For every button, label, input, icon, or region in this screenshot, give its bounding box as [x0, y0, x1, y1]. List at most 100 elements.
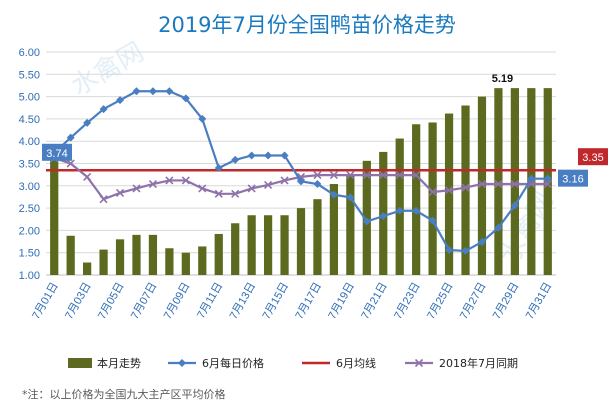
diamond-marker [543, 174, 552, 183]
diamond-marker [412, 206, 421, 215]
legend-marker-2018 [414, 358, 424, 368]
x-marker [444, 186, 454, 195]
x-tick-label: 7月29日 [491, 281, 522, 322]
diamond-marker [148, 87, 157, 96]
bar [66, 235, 75, 275]
x-tick-label: 7月23日 [392, 281, 423, 322]
x-marker [379, 171, 388, 180]
bar [329, 184, 339, 275]
bar [296, 208, 306, 275]
x-tick-label: 7月27日 [458, 281, 489, 322]
x-marker [543, 179, 552, 189]
avg-value-box [578, 148, 608, 166]
legend: 本月走势 6月每日价格 6月均线 2018年7月同期 [68, 356, 518, 370]
x-marker [412, 171, 421, 180]
diamond-marker [66, 133, 75, 142]
end-value-label: 3.16 [562, 174, 583, 186]
x-marker [280, 176, 289, 185]
x-marker [99, 195, 108, 204]
diamond-marker [231, 155, 240, 164]
diamond-marker [297, 177, 305, 186]
diamond-marker [329, 190, 338, 199]
x-marker [214, 189, 223, 198]
diamond-marker [379, 212, 388, 221]
x-marker [165, 176, 174, 185]
y-tick-label: 2.00 [19, 225, 40, 237]
y-tick-label: 1.00 [19, 270, 40, 282]
avg-value-label: 3.35 [582, 152, 603, 164]
legend-label-avg: 6月均线 [336, 356, 376, 370]
bar [148, 234, 158, 275]
bar [346, 175, 355, 275]
x-tick-label: 7月05日 [96, 281, 127, 322]
y-tick-label: 2.50 [19, 203, 40, 215]
start-value-box [42, 143, 72, 161]
y-axis-ticks: 1.00 1.50 2.00 2.50 3.00 3.50 4.00 4.50 5.00 5.50… [19, 47, 40, 282]
legend-swatch-bars [68, 358, 92, 368]
diamond-marker [477, 237, 486, 246]
diamond-marker [116, 96, 125, 105]
x-marker [148, 179, 158, 189]
diamond-marker [362, 217, 371, 226]
bar [214, 233, 223, 275]
diamond-marker [510, 201, 519, 210]
diamond-marker [313, 180, 322, 189]
diamond-marker [181, 94, 190, 103]
x-tick-label: 7月13日 [228, 281, 259, 322]
x-axis-ticks: 7月01日 7月03日 7月05日 7月07日 7月09日 7月11日 7月13日 7月15日… [30, 281, 554, 322]
diamond-marker [99, 105, 108, 114]
x-tick-label: 7月01日 [30, 281, 61, 322]
x-marker [66, 159, 75, 168]
bar [83, 262, 92, 275]
bar [280, 215, 289, 275]
bar [477, 96, 487, 275]
bar [263, 215, 273, 275]
legend-label-bars: 本月走势 [97, 356, 141, 370]
x-marker [231, 189, 240, 198]
y-tick-label: 3.50 [19, 159, 40, 171]
diamond-marker [264, 151, 273, 160]
bar [395, 138, 404, 275]
x-tick-label: 7月07日 [129, 281, 160, 322]
y-tick-label: 4.00 [19, 136, 40, 148]
y-tick-label: 1.50 [19, 248, 40, 260]
diamond-marker [83, 118, 92, 127]
bar [494, 88, 503, 275]
line-june-series [50, 87, 552, 255]
diamond-marker [214, 163, 223, 172]
diamond-marker [198, 114, 207, 123]
x-marker [198, 184, 207, 193]
bar [444, 113, 454, 275]
bar [231, 223, 240, 275]
x-marker [461, 183, 470, 192]
bar [50, 152, 59, 275]
bar [412, 124, 421, 275]
diamond-marker [461, 246, 470, 255]
x-tick-label: 7月21日 [359, 281, 390, 322]
diamond-marker [247, 151, 256, 160]
value-annotations: 3.74 3.16 3.35 5.19 [42, 73, 608, 187]
diamond-marker [428, 216, 437, 225]
x-marker [83, 172, 92, 181]
chart-title: 2019年7月份全国鸭苗价格走势 [158, 13, 456, 37]
bar [99, 249, 108, 275]
start-value-label: 3.74 [46, 148, 67, 160]
bar [247, 215, 256, 275]
bar [115, 239, 125, 275]
legend-marker-june [178, 359, 186, 367]
bar [510, 88, 519, 275]
diamond-marker [527, 174, 536, 183]
y-tick-label: 5.00 [19, 92, 40, 104]
x-marker [181, 176, 190, 185]
diamond-marker [445, 246, 454, 255]
x-tick-label: 7月09日 [162, 281, 193, 322]
bar [313, 199, 322, 275]
x-marker [362, 171, 371, 180]
legend-label-june: 6月每日价格 [202, 356, 264, 370]
x-marker [477, 179, 487, 189]
x-tick-label: 7月11日 [195, 281, 225, 321]
x-tick-label: 7月31日 [524, 281, 555, 322]
peak-value-label: 5.19 [492, 73, 513, 85]
footnote: *注：以上价格为全国九大主产区平均价格 [22, 387, 226, 401]
